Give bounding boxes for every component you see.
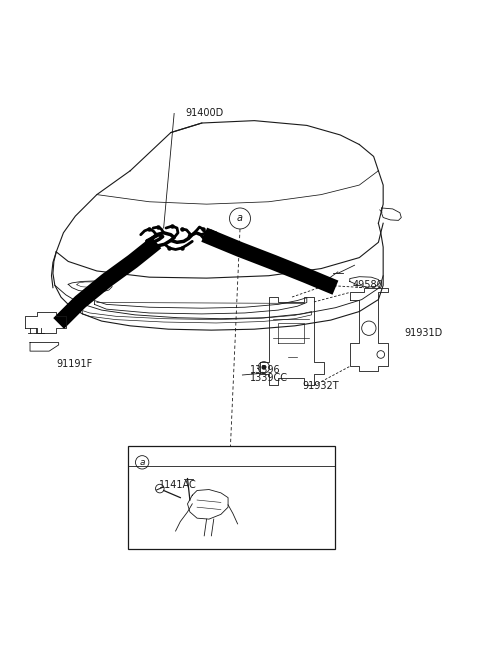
Text: 13396: 13396 [250, 365, 280, 375]
Text: a: a [237, 214, 243, 224]
Text: a: a [139, 458, 145, 467]
Circle shape [262, 365, 266, 370]
Text: 49580: 49580 [352, 280, 383, 290]
Text: 91191F: 91191F [56, 359, 93, 369]
Text: 91400D: 91400D [185, 107, 223, 117]
Bar [128, 446, 336, 549]
Text: 91931D: 91931D [405, 328, 443, 338]
Text: 1339CC: 1339CC [250, 374, 288, 384]
Text: 91932T: 91932T [302, 382, 339, 392]
Text: 1141AC: 1141AC [159, 480, 197, 490]
